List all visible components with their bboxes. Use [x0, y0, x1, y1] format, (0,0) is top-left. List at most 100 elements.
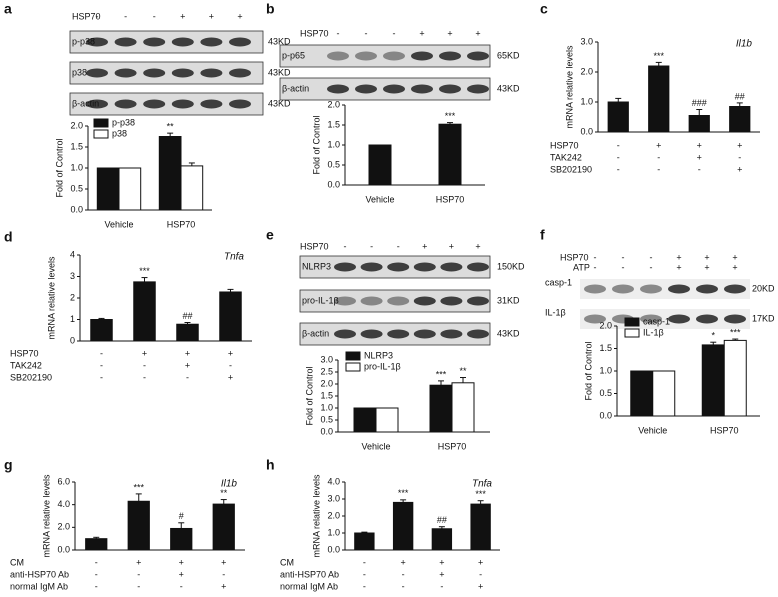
blot-band [171, 68, 194, 78]
bar [158, 136, 182, 211]
bar [118, 167, 142, 211]
condition-label: normal IgM Ab [280, 581, 338, 591]
significance: ** [459, 366, 467, 376]
significance: * [711, 331, 715, 341]
blot-sign: + [732, 262, 737, 272]
blot-band [114, 37, 137, 47]
blot-sign: + [676, 252, 681, 262]
condition-sign: + [439, 557, 444, 567]
blot-row-label: pro-IL-1β [302, 295, 339, 305]
blot-sign: - [594, 252, 597, 262]
blot-band [383, 51, 405, 61]
y-axis-label: Fold of Control [311, 115, 321, 174]
blot-sign: - [650, 262, 653, 272]
blot-band [360, 329, 383, 339]
blot-sign: - [622, 262, 625, 272]
blot-band [584, 314, 606, 324]
condition-sign: + [179, 569, 184, 579]
y-tick-label: 2.0 [57, 522, 70, 532]
gene-label: Il1b [221, 479, 238, 490]
bar [170, 527, 193, 551]
blot-band [387, 329, 410, 339]
blot-sign: - [370, 241, 373, 251]
condition-sign: - [100, 348, 103, 358]
blot-band [413, 262, 436, 272]
condition-sign: + [697, 140, 702, 150]
significance: *** [445, 111, 456, 121]
legend-label: IL-1β [643, 327, 664, 337]
blot-band [229, 99, 251, 109]
condition-sign: - [143, 360, 146, 370]
blot-size: 43KD [497, 83, 520, 93]
blot-band [467, 262, 489, 272]
condition-sign: + [478, 581, 483, 591]
blot-frame [69, 61, 264, 85]
blot-band [200, 37, 223, 47]
bar [96, 167, 120, 211]
y-tick-label: 1.5 [70, 141, 83, 151]
blot-band [200, 68, 223, 78]
bar [180, 165, 204, 211]
blot-band [439, 84, 461, 94]
blot-size: 43KD [497, 328, 520, 338]
blot-band [334, 262, 356, 272]
blot-sign: - [397, 241, 400, 251]
condition-sign: - [186, 372, 189, 382]
blot-band [467, 51, 489, 61]
condition-sign: + [400, 557, 405, 567]
blot-size: 43KD [268, 36, 291, 46]
blot-size: 20KD [752, 283, 775, 293]
bar [353, 407, 377, 433]
blot-sign: + [180, 11, 185, 21]
blot-band [229, 37, 251, 47]
legend-swatch [624, 328, 640, 338]
condition-sign: - [698, 164, 701, 174]
condition-sign: + [179, 557, 184, 567]
x-tick-label: Vehicle [361, 441, 390, 451]
significance: ## [182, 311, 192, 321]
bar [354, 532, 375, 551]
significance: *** [398, 488, 409, 498]
blot-band [114, 68, 137, 78]
bar [133, 281, 156, 342]
y-tick-label: 0.0 [599, 410, 612, 420]
condition-sign: - [137, 581, 140, 591]
blot-header-label: HSP70 [560, 252, 589, 262]
condition-label: SB202190 [550, 164, 592, 174]
significance: *** [730, 327, 741, 337]
blot-size: 150KD [497, 261, 525, 271]
condition-sign: + [228, 372, 233, 382]
blot-band [143, 37, 166, 47]
blot-header-label: HSP70 [300, 28, 329, 38]
condition-sign: + [185, 360, 190, 370]
y-axis-label: Fold of Control [54, 138, 64, 197]
condition-sign: + [221, 557, 226, 567]
condition-sign: - [617, 164, 620, 174]
blot-sign: + [447, 28, 452, 38]
legend-label: casp-1 [643, 316, 670, 326]
blot-size: 65KD [497, 50, 520, 60]
y-tick-label: 3.0 [580, 36, 593, 46]
y-tick-label: 0.5 [70, 183, 83, 193]
condition-sign: - [95, 581, 98, 591]
condition-sign: - [657, 164, 660, 174]
bar [431, 528, 453, 551]
bar [723, 339, 747, 417]
gene-label: Il1b [736, 39, 753, 50]
bar [438, 123, 462, 186]
bar [375, 407, 399, 433]
blot-band [467, 329, 489, 339]
condition-sign: - [95, 569, 98, 579]
blot-band [327, 51, 349, 61]
blot-band [387, 296, 410, 306]
y-tick-label: 0.0 [327, 179, 340, 189]
y-axis-label: mRNA relative levels [41, 474, 51, 558]
condition-label: TAK242 [550, 152, 582, 162]
condition-sign: - [617, 152, 620, 162]
blot-band [86, 37, 108, 47]
legend-swatch [345, 351, 361, 361]
blot-size: 17KD [752, 313, 775, 323]
legend-label: p-p38 [112, 117, 135, 127]
significance: *** [653, 51, 664, 61]
blot-row-label: IL-1β [545, 307, 566, 317]
